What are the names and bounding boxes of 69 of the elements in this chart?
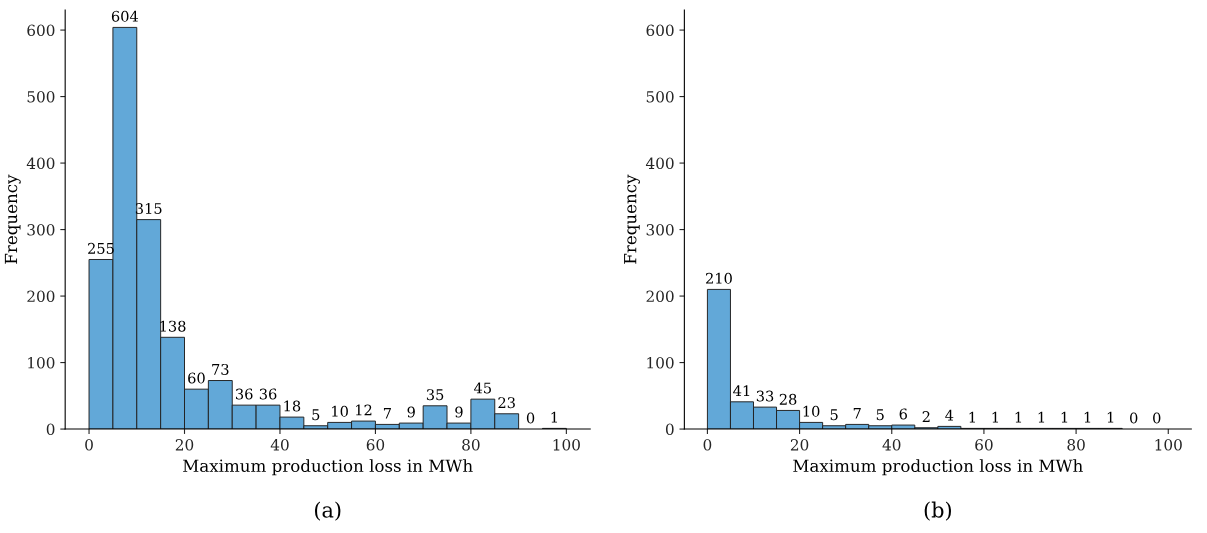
- y-tick-label: 500: [646, 91, 674, 103]
- x-tick-label: 80: [462, 439, 480, 451]
- y-axis-title: Frequency: [4, 174, 21, 264]
- data-label: 45: [474, 382, 491, 394]
- text: (a): [315, 501, 341, 521]
- x-tick-label: 0: [703, 439, 712, 451]
- data-label: 7: [383, 407, 391, 419]
- data-label: 9: [455, 406, 463, 418]
- data-label: 4: [945, 409, 954, 421]
- data-label: 1: [1038, 411, 1045, 423]
- x-tick-label: 80: [1067, 439, 1085, 451]
- data-label: 0: [526, 412, 535, 424]
- data-label: 18: [284, 400, 301, 412]
- data-label: 28: [779, 393, 797, 405]
- data-label: 2: [922, 411, 930, 422]
- data-label: 1: [992, 411, 999, 423]
- x-tick-label: 100: [1155, 439, 1182, 451]
- data-label: 604: [111, 10, 139, 22]
- data-label: 5: [312, 409, 320, 421]
- x-tick-label: 60: [975, 439, 993, 451]
- data-label: 210: [706, 272, 732, 284]
- data-label: 41: [733, 385, 750, 396]
- data-label: 1: [969, 411, 975, 423]
- x-tick-label: 60: [366, 439, 385, 451]
- x-tick-label: 100: [553, 439, 580, 451]
- data-label: 12: [356, 404, 372, 416]
- data-label: 10: [803, 405, 820, 417]
- y-tick-label: 400: [26, 157, 55, 170]
- data-label: 1: [1107, 411, 1114, 423]
- text: (b): [924, 501, 951, 521]
- y-tick-label: 300: [27, 224, 55, 236]
- data-label: 7: [853, 407, 861, 419]
- y-tick-label: 200: [27, 290, 55, 303]
- x-axis-title: Maximum production loss in MWh: [183, 459, 473, 476]
- y-tick-label: 100: [28, 357, 55, 369]
- data-label: 36: [259, 388, 277, 400]
- data-label: 23: [498, 397, 515, 409]
- y-tick-label: 400: [645, 157, 674, 170]
- y-tick-label: 300: [646, 224, 674, 236]
- data-label: 10: [332, 405, 348, 417]
- y-tick-label: 0: [46, 423, 55, 436]
- data-label: 1: [1015, 411, 1022, 423]
- data-label: 60: [188, 372, 205, 384]
- x-axis-title: Maximum production loss in MWh: [793, 459, 1083, 476]
- data-label: 35: [426, 389, 444, 401]
- y-tick-label: 600: [27, 24, 55, 37]
- data-label: 1: [1084, 411, 1091, 423]
- data-label: 9: [407, 406, 415, 418]
- x-tick-label: 20: [175, 439, 194, 451]
- data-label: 0: [1130, 412, 1138, 424]
- x-tick-label: 40: [270, 439, 289, 451]
- data-label: 0: [1153, 412, 1161, 424]
- data-label: 1: [551, 411, 557, 423]
- y-tick-label: 100: [647, 357, 674, 369]
- x-tick-label: 0: [85, 439, 93, 451]
- data-label: 33: [756, 390, 774, 402]
- y-tick-label: 500: [27, 91, 55, 103]
- x-tick-label: 20: [790, 439, 809, 451]
- x-tick-label: 40: [882, 439, 901, 451]
- y-tick-label: 200: [646, 290, 674, 303]
- y-axis-title: Frequency: [624, 174, 640, 264]
- data-label: 1: [1061, 411, 1068, 423]
- data-label: 36: [236, 388, 253, 400]
- data-label: 73: [212, 363, 229, 375]
- y-tick-label: 0: [665, 423, 674, 436]
- data-label: 5: [830, 409, 838, 421]
- y-tick-label: 600: [646, 24, 674, 37]
- data-label: 6: [899, 408, 907, 420]
- data-label: 5: [876, 409, 884, 421]
